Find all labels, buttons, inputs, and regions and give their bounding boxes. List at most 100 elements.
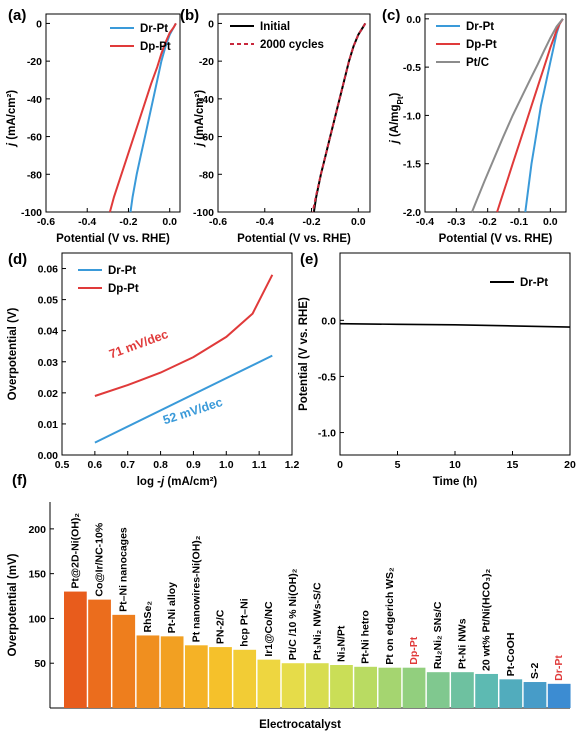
y-tick-label: -1.0	[318, 428, 336, 440]
legend-label-pt-c: Pt/C	[466, 57, 489, 69]
y-tick-label: -100	[193, 207, 214, 219]
bar-label-pt-ni-nanocages: Pt–Ni nanocages	[118, 527, 130, 612]
y-tick-label: -1.0	[403, 110, 421, 122]
bar-label-pt-ni-alloy: Pt-Ni alloy	[166, 582, 178, 634]
x-tick-label: 15	[507, 459, 519, 471]
x-axis-label: Potential (V vs. RHE)	[237, 233, 351, 245]
plot-frame	[217, 13, 371, 213]
bar-label-pt-c-10-ni-oh: Pt/C /10 % Ni(OH)₂	[287, 568, 299, 660]
y-tick-label: -20	[199, 56, 214, 68]
y-axis-label: j (mA/cm²)	[6, 90, 18, 148]
bar-label-pt-2d-ni-oh: Pt@2D-Ni(OH)₂	[69, 513, 81, 589]
bar-pt-ni-nanocages	[112, 614, 136, 708]
x-tick-label: 0.6	[88, 459, 103, 471]
y-tick-label: 0.0	[406, 14, 421, 26]
legend-label-initial: Initial	[260, 21, 290, 33]
legend-label-dp-pt: Dp-Pt	[140, 41, 171, 53]
bar-label-pt-ni-nws-s-c: Pt₃Ni₂ NWs-S/C	[311, 582, 323, 660]
x-tick-label: 1.1	[252, 459, 267, 471]
y-tick-label: 50	[34, 658, 46, 670]
bar-label-s-2: S-2	[529, 663, 541, 680]
chart-panel-c: -0.4 -0.3 -0.2 -0.1 0.0 0.0 -0.5 -1.0 -1.5 -2.0 Po…	[382, 7, 567, 245]
series-line-dr-pt	[339, 322, 571, 328]
bar-label-pt-ni-nws: Pt-Ni NWs	[456, 618, 468, 669]
bar-rhse	[136, 635, 160, 708]
bar-pn-2-c	[209, 647, 232, 708]
y-axis-label: Overpotential (V)	[7, 308, 19, 401]
bar-pt-ni-nws	[451, 672, 474, 708]
bar-label-pt-cooh: Pt-CoOH	[505, 633, 517, 677]
x-tick-label: -0.4	[256, 216, 274, 228]
x-tick-label: 20	[564, 459, 576, 471]
x-tick-label: 1.2	[285, 459, 300, 471]
y-tick-label: -60	[199, 132, 214, 144]
chart-panel-e: 0 5 10 15 20 0.0 -0.5 -1.0 Time (h) Potential (V …	[298, 251, 576, 488]
bar-label-ru-ni-sns-c: Ru₂Ni₂ SNs/C	[432, 601, 444, 669]
x-axis-label: Potential (V vs. RHE)	[56, 233, 170, 245]
series-line-dr-pt	[94, 354, 273, 444]
panel-label: (f)	[12, 472, 27, 489]
bar-label-co-ir-nc-10: Co@Ir/NC-10%	[94, 522, 106, 596]
legend-label-dr-pt: Dr-Pt	[108, 265, 136, 277]
bar-label-pn-2-c: PN-2/C	[215, 609, 227, 644]
panel-label: (e)	[300, 251, 318, 268]
y-tick-label: -60	[27, 132, 42, 144]
x-tick-label: -0.1	[510, 216, 528, 228]
y-tick-label: -80	[199, 169, 214, 181]
bar-label-pt-on-edgerich-ws: Pt on edgerich WS₂	[384, 567, 396, 665]
legend-label-dp-pt: Dp-Pt	[466, 39, 497, 51]
bar-pt-nanowires-ni-oh	[184, 645, 208, 708]
x-tick-label: 0.7	[120, 459, 135, 471]
y-axis-label: j (mA/cm²)	[194, 90, 206, 148]
series-line-dp-pt	[496, 18, 564, 213]
legend-label-dp-pt: Dp-Pt	[108, 283, 139, 295]
y-tick-label: 0.05	[38, 295, 59, 307]
series-line-pt-c	[471, 18, 564, 213]
series-line-dr-pt	[524, 18, 564, 213]
x-tick-label: 0.9	[186, 459, 201, 471]
y-tick-label: -0.5	[318, 371, 336, 383]
plot-frame	[424, 13, 567, 213]
legend-label-dr-pt: Dr-Pt	[140, 23, 168, 35]
bar-dr-pt	[547, 683, 571, 708]
x-tick-label: 0.8	[153, 459, 168, 471]
panel-label: (d)	[8, 251, 27, 268]
bar-pt-ni-nws-s-c	[305, 663, 329, 708]
x-tick-label: 5	[395, 459, 401, 471]
bar-pt-2d-ni-oh	[64, 591, 87, 708]
panel-label: (a)	[8, 7, 26, 24]
y-tick-label: -0.5	[403, 62, 421, 74]
plot-frame	[45, 13, 181, 213]
bar-hcp-pt-ni	[233, 649, 257, 708]
chart-panel-d: 0.5 0.6 0.7 0.8 0.9 1.0 1.1 1.2 0.00 0.01 0.02 0.03…	[7, 251, 299, 488]
slope-annotation-dr-pt: 52 mV/dec	[161, 395, 224, 427]
chart-panel-f: 50 100 150 200 (f) Overpotential (mV) Electroc…	[7, 472, 571, 731]
bar-label-pt-nanowires-ni-oh: Pt nanowires-Ni(OH)₂	[190, 535, 202, 642]
x-tick-label: 0.0	[543, 216, 558, 228]
y-tick-label: 0.00	[38, 450, 59, 462]
chart-panel-a: -0.6 -0.4 -0.2 0.0 0 -20 -40 -60 -80 -100 Potentia…	[6, 7, 181, 245]
y-tick-label: 0.06	[38, 264, 59, 276]
bar-ni-n-pt	[330, 665, 353, 708]
x-tick-label: -0.3	[447, 216, 465, 228]
x-tick-label: 0	[337, 459, 343, 471]
x-tick-label: -0.2	[302, 216, 320, 228]
y-tick-label: 0.01	[38, 419, 59, 431]
bar-s-2	[523, 682, 547, 708]
y-tick-label: -1.5	[403, 159, 421, 171]
bar-pt-ni-alloy	[160, 636, 184, 708]
y-axis-label: Overpotential (mV)	[7, 553, 19, 656]
y-tick-label: -2.0	[403, 207, 421, 219]
y-tick-label: -20	[27, 56, 42, 68]
x-tick-label: 1.0	[219, 459, 234, 471]
bar-20-wt-pt-ni-hco	[475, 673, 498, 708]
x-tick-label: -0.4	[78, 216, 96, 228]
legend-label-dr-pt: Dr-Pt	[520, 277, 548, 289]
x-tick-label: -0.6	[37, 216, 55, 228]
x-tick-label: 10	[449, 459, 461, 471]
x-tick-label: -0.2	[479, 216, 497, 228]
bar-pt-ni-hetro	[354, 666, 378, 708]
panel-label: (b)	[180, 7, 199, 24]
x-tick-label: 0.0	[162, 216, 177, 228]
